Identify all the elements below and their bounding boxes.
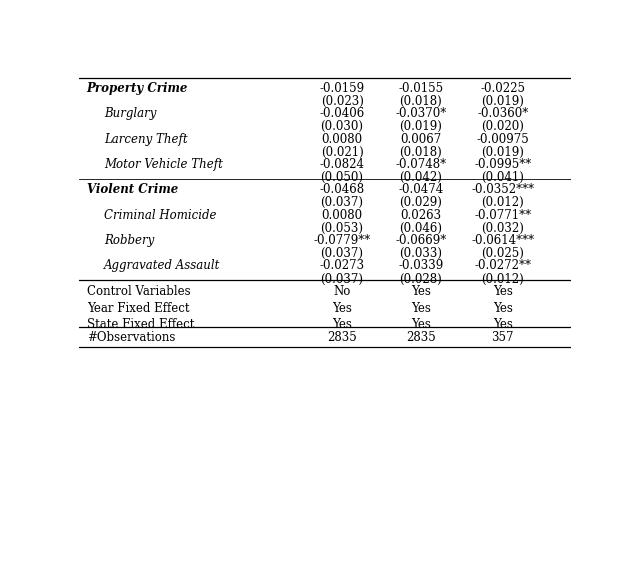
Text: Yes: Yes (411, 286, 430, 298)
Text: -0.0273: -0.0273 (320, 260, 365, 273)
Text: (0.028): (0.028) (399, 273, 442, 286)
Text: 357: 357 (491, 331, 514, 344)
Text: (0.012): (0.012) (481, 196, 524, 209)
Text: (0.019): (0.019) (481, 146, 524, 159)
Text: Violent Crime: Violent Crime (87, 183, 178, 196)
Text: State Fixed Effect: State Fixed Effect (87, 318, 194, 332)
Text: -0.0669*: -0.0669* (395, 234, 446, 247)
Text: 0.0080: 0.0080 (321, 132, 363, 146)
Text: Year Fixed Effect: Year Fixed Effect (87, 302, 189, 315)
Text: -0.0159: -0.0159 (320, 82, 365, 95)
Text: -0.0474: -0.0474 (398, 183, 443, 196)
Text: (0.029): (0.029) (399, 196, 442, 209)
Text: -0.0468: -0.0468 (320, 183, 365, 196)
Text: 0.0067: 0.0067 (400, 132, 441, 146)
Text: 2835: 2835 (406, 331, 436, 344)
Text: (0.041): (0.041) (481, 171, 524, 184)
Text: -0.0360*: -0.0360* (477, 107, 528, 120)
Text: (0.018): (0.018) (399, 146, 442, 159)
Text: -0.0824: -0.0824 (320, 158, 365, 171)
Text: (0.042): (0.042) (399, 171, 442, 184)
Text: Burglary: Burglary (104, 107, 156, 120)
Text: (0.033): (0.033) (399, 247, 443, 260)
Text: Yes: Yes (493, 286, 513, 298)
Text: Robbery: Robbery (104, 234, 154, 247)
Text: (0.019): (0.019) (481, 95, 524, 108)
Text: -0.0748*: -0.0748* (395, 158, 446, 171)
Text: -0.0272**: -0.0272** (474, 260, 531, 273)
Text: Control Variables: Control Variables (87, 286, 190, 298)
Text: (0.053): (0.053) (321, 222, 364, 234)
Text: -0.0406: -0.0406 (320, 107, 365, 120)
Text: -0.0614***: -0.0614*** (471, 234, 534, 247)
Text: Larceny Theft: Larceny Theft (104, 132, 188, 146)
Text: (0.050): (0.050) (321, 171, 364, 184)
Text: -0.0339: -0.0339 (398, 260, 443, 273)
Text: (0.018): (0.018) (399, 95, 442, 108)
Text: (0.032): (0.032) (481, 222, 524, 234)
Text: #Observations: #Observations (87, 331, 175, 344)
Text: (0.037): (0.037) (321, 247, 364, 260)
Text: Yes: Yes (332, 318, 352, 332)
Text: (0.019): (0.019) (399, 120, 442, 133)
Text: Motor Vehicle Theft: Motor Vehicle Theft (104, 158, 223, 171)
Text: Yes: Yes (493, 318, 513, 332)
Text: (0.012): (0.012) (481, 273, 524, 286)
Text: 0.0263: 0.0263 (400, 209, 441, 222)
Text: Aggravated Assault: Aggravated Assault (104, 260, 220, 273)
Text: -0.0995**: -0.0995** (474, 158, 531, 171)
Text: Yes: Yes (411, 302, 430, 315)
Text: -0.0779**: -0.0779** (313, 234, 371, 247)
Text: 0.0080: 0.0080 (321, 209, 363, 222)
Text: -0.00975: -0.00975 (476, 132, 529, 146)
Text: Property Crime: Property Crime (87, 82, 188, 95)
Text: No: No (333, 286, 351, 298)
Text: (0.025): (0.025) (481, 247, 524, 260)
Text: Yes: Yes (493, 302, 513, 315)
Text: Yes: Yes (332, 302, 352, 315)
Text: -0.0225: -0.0225 (481, 82, 526, 95)
Text: -0.0771**: -0.0771** (474, 209, 531, 222)
Text: (0.037): (0.037) (321, 196, 364, 209)
Text: (0.023): (0.023) (321, 95, 363, 108)
Text: Criminal Homicide: Criminal Homicide (104, 209, 216, 222)
Text: (0.021): (0.021) (321, 146, 363, 159)
Text: (0.020): (0.020) (481, 120, 524, 133)
Text: (0.037): (0.037) (321, 273, 364, 286)
Text: -0.0352***: -0.0352*** (471, 183, 534, 196)
Text: -0.0155: -0.0155 (398, 82, 443, 95)
Text: -0.0370*: -0.0370* (395, 107, 446, 120)
Text: (0.030): (0.030) (321, 120, 364, 133)
Text: (0.046): (0.046) (399, 222, 443, 234)
Text: Yes: Yes (411, 318, 430, 332)
Text: 2835: 2835 (327, 331, 357, 344)
